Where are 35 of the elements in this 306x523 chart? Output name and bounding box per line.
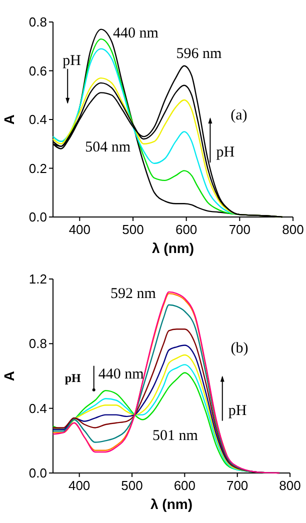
y-tick-label: 0.8	[28, 336, 47, 352]
y-tick-label: 0.0	[28, 210, 47, 224]
x-tick-label: 700	[228, 222, 251, 237]
annotation: 440 nm	[98, 366, 144, 383]
annotation: (a)	[230, 108, 248, 124]
annotation: 501 nm	[152, 428, 198, 444]
x-tick-label: 400	[68, 478, 90, 493]
x-tick-label: 500	[121, 478, 143, 493]
y-tick-label: 0.8	[28, 14, 47, 30]
x-tick-label: 500	[122, 222, 144, 237]
x-tick-label: 800	[282, 222, 304, 237]
x-tick-label: 600	[174, 478, 196, 493]
y-tick-label: 0.4	[28, 400, 47, 416]
annotation: pH	[64, 370, 82, 385]
x-axis-title: λ (nm)	[152, 240, 194, 256]
annotation: 504 nm	[85, 139, 131, 156]
y-tick-label: 0.4	[28, 112, 47, 127]
annotation: pH	[216, 144, 235, 161]
x-tick-label: 400	[68, 222, 91, 237]
y-tick-label: 0.2	[28, 160, 47, 176]
x-axis-title: λ (nm)	[150, 496, 192, 512]
x-tick-label: 700	[226, 478, 248, 493]
annotation: 440 nm	[113, 25, 159, 42]
annotation: 592 nm	[110, 286, 156, 302]
y-axis-title: A	[1, 114, 17, 125]
x-tick-label: 600	[175, 222, 198, 237]
y-tick-label: 0.6	[28, 63, 47, 78]
annotation: pH	[62, 52, 82, 69]
annotation: (b)	[230, 340, 248, 357]
y-tick-label: 0.0	[28, 466, 47, 480]
annotation: pH	[228, 402, 247, 419]
y-axis-title: A	[1, 370, 17, 382]
x-tick-label: 800	[279, 478, 301, 493]
annotation: 596 nm	[176, 46, 222, 62]
y-tick-label: 1.2	[28, 272, 47, 286]
